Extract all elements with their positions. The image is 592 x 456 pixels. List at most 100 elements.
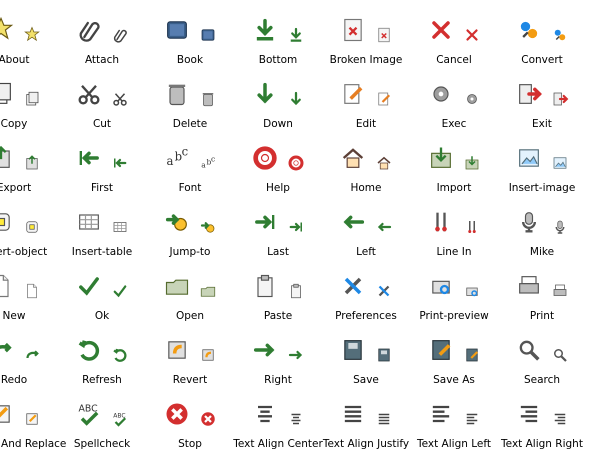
revert-small-icon (199, 346, 217, 368)
icon-label: Last (267, 246, 289, 258)
icon-pair (251, 136, 305, 176)
icon-label: Down (263, 118, 293, 130)
icon-pair (515, 200, 569, 240)
text-align-justify-small-icon (375, 410, 393, 432)
icon-pair (163, 8, 217, 48)
stop-small-icon (199, 410, 217, 432)
print-preview-icon (427, 272, 455, 304)
icon-cell-font: a b c a b c Font (144, 132, 236, 196)
icon-pair (163, 264, 217, 304)
ok-icon (75, 272, 103, 304)
cancel-small-icon (463, 26, 481, 48)
icon-label: Help (266, 182, 290, 194)
icon-label: Text Align Justify (322, 438, 410, 450)
icon-cell-cut: Cut (56, 68, 148, 132)
icon-pair (515, 136, 569, 176)
icon-pair (0, 392, 41, 432)
icon-label: Revert (172, 374, 208, 386)
icon-cell-book: Book (144, 4, 236, 68)
refresh-small-icon (111, 346, 129, 368)
insert-table-small-icon (111, 218, 129, 240)
svg-text:a: a (201, 161, 206, 170)
icon-label: Font (178, 182, 202, 194)
line-in-icon (427, 208, 455, 240)
icon-pair (163, 200, 217, 240)
icon-label: Text Align Center (233, 438, 323, 450)
icon-pair (251, 8, 305, 48)
icon-pair (251, 328, 305, 368)
icon-pair (339, 72, 393, 112)
icon-pair (75, 200, 129, 240)
bottom-icon (251, 16, 279, 48)
down-small-icon (287, 90, 305, 112)
line-in-small-icon (463, 218, 481, 240)
delete-small-icon (199, 90, 217, 112)
icon-cell-insert-table: Insert-table (56, 196, 148, 260)
icon-label: Convert (521, 54, 563, 66)
icon-pair (427, 328, 481, 368)
icon-cell-left: Left (320, 196, 412, 260)
spellcheck-icon: ABC (75, 400, 103, 432)
icon-label: Book (176, 54, 204, 66)
icon-cell-delete: Delete (144, 68, 236, 132)
icon-label: Home (350, 182, 382, 194)
icon-label: Insert-table (71, 246, 133, 258)
search-icon (515, 336, 543, 368)
cancel-icon (427, 16, 455, 48)
icon-cell-right: Right (232, 324, 324, 388)
print-small-icon (551, 282, 569, 304)
icon-label: Bottom (258, 54, 298, 66)
icon-cell-about: About (0, 4, 60, 68)
icon-label: Cancel (436, 54, 472, 66)
icon-label: Import (436, 182, 472, 194)
icon-cell-spellcheck: ABC ABC Spellcheck (56, 388, 148, 452)
icon-pair (427, 264, 481, 304)
about-small-icon (23, 26, 41, 48)
icon-label: Stop (178, 438, 202, 450)
icon-label: Open (175, 310, 205, 322)
convert-icon (515, 16, 543, 48)
icon-pair (339, 136, 393, 176)
icon-cell-paste: Paste (232, 260, 324, 324)
right-small-icon (287, 346, 305, 368)
icon-cell-import: Import (408, 132, 500, 196)
icon-cell-text-align-center: Text Align Center (232, 388, 324, 452)
paste-small-icon (287, 282, 305, 304)
icon-cell-help: Help (232, 132, 324, 196)
icon-label: Save (353, 374, 379, 386)
icon-pair (75, 8, 129, 48)
edit-icon (339, 80, 367, 112)
icon-cell-text-align-right: Text Align Right (496, 388, 588, 452)
revert-icon (163, 336, 191, 368)
icon-label: Right (264, 374, 292, 386)
icon-pair (163, 72, 217, 112)
icon-label: Insert-image (508, 182, 576, 194)
icon-label: Ok (94, 310, 110, 322)
svg-text:ABC: ABC (79, 404, 98, 415)
icon-cell-search-and-replace: Search And Replace (0, 388, 66, 452)
about-icon (0, 16, 15, 48)
icon-pair (339, 328, 393, 368)
exec-icon (427, 80, 455, 112)
icon-cell-open: Open (144, 260, 236, 324)
redo-icon (0, 336, 15, 368)
icon-pair (163, 392, 217, 432)
icon-pair (515, 8, 569, 48)
icon-label: Left (356, 246, 376, 258)
icon-pair (0, 72, 41, 112)
open-icon (163, 272, 191, 304)
icon-cell-print: Print (496, 260, 588, 324)
icon-pair (0, 264, 41, 304)
svg-text:b: b (207, 158, 212, 167)
icon-label: Save As (433, 374, 475, 386)
import-small-icon (463, 154, 481, 176)
svg-text:c: c (182, 145, 189, 159)
help-small-icon (287, 154, 305, 176)
icon-cell-line-in: Line In (408, 196, 500, 260)
text-align-center-icon (251, 400, 279, 432)
icon-pair (75, 264, 129, 304)
print-preview-small-icon (463, 282, 481, 304)
search-small-icon (551, 346, 569, 368)
icon-cell-exec: Exec (408, 68, 500, 132)
